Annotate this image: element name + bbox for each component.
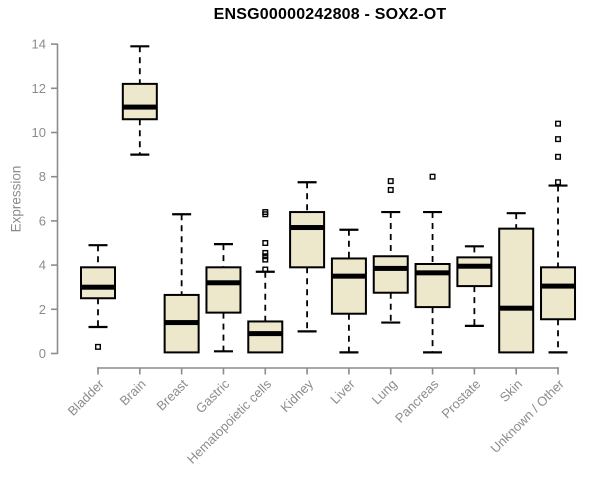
- box-breast: [163, 213, 200, 354]
- outlier-point: [387, 186, 394, 193]
- outlier-point: [555, 120, 562, 127]
- x-tick-label-brain: Brain: [117, 376, 149, 408]
- median-line: [499, 305, 534, 311]
- x-tick-label-pancreas: Pancreas: [392, 376, 442, 426]
- box-gastric: [205, 243, 242, 353]
- box-skin: [498, 212, 535, 354]
- median-line: [415, 270, 450, 276]
- outlier-point: [262, 253, 269, 260]
- iqr-box: [456, 256, 493, 288]
- outlier-point: [429, 173, 436, 180]
- iqr-box: [205, 266, 242, 314]
- iqr-box: [498, 227, 535, 354]
- outlier-point: [94, 343, 101, 350]
- box-brain: [121, 45, 158, 156]
- x-tick-label-bladder: Bladder: [65, 376, 108, 419]
- y-axis: 0 2 4 6 8 10 12 14: [32, 37, 59, 361]
- box-liver: [330, 228, 367, 354]
- iqr-box: [330, 257, 367, 315]
- box-pancreas: [414, 173, 451, 354]
- y-tick-label: 12: [32, 81, 46, 96]
- outlier-point: [262, 249, 269, 256]
- median-line: [457, 263, 492, 269]
- y-tick-label: 6: [39, 213, 46, 228]
- box-unknown-other: [540, 120, 577, 354]
- x-tick-label-gastric: Gastric: [193, 376, 233, 416]
- iqr-box: [247, 320, 284, 354]
- box-hematopoietic-cells: [247, 209, 284, 354]
- x-tick-label-skin: Skin: [497, 376, 525, 404]
- outlier-point: [262, 211, 269, 218]
- box-kidney: [289, 181, 326, 333]
- box-bladder: [80, 244, 116, 350]
- median-line: [248, 331, 283, 337]
- median-line: [122, 104, 157, 110]
- median-line: [290, 225, 325, 231]
- y-tick-label: 14: [32, 37, 46, 52]
- iqr-box: [372, 255, 409, 294]
- y-tick-label: 8: [39, 169, 46, 184]
- iqr-box: [121, 82, 158, 121]
- box-lung: [372, 178, 409, 324]
- x-tick-label-breast: Breast: [153, 376, 190, 413]
- median-line: [81, 284, 115, 290]
- y-tick-label: 4: [39, 258, 46, 273]
- outlier-point: [555, 153, 562, 160]
- x-tick-label-lung: Lung: [369, 376, 400, 407]
- median-line: [206, 280, 241, 286]
- median-line: [373, 265, 408, 271]
- chart-title: ENSG00000242808 - SOX2-OT: [213, 6, 447, 23]
- x-tick-label-liver: Liver: [327, 376, 358, 407]
- iqr-box: [80, 266, 116, 300]
- outlier-point: [555, 136, 562, 143]
- outlier-point: [262, 239, 269, 246]
- y-tick-label: 2: [39, 302, 46, 317]
- iqr-box: [289, 211, 326, 269]
- x-tick-label-unknown-other: Unknown / Other: [487, 376, 567, 456]
- outlier-point: [262, 256, 269, 263]
- outlier-point: [262, 266, 269, 273]
- x-tick-label-kidney: Kidney: [277, 376, 316, 415]
- median-line: [331, 273, 366, 279]
- x-tick-label-prostate: Prostate: [438, 376, 483, 421]
- median-line: [541, 283, 576, 289]
- median-line: [164, 320, 199, 326]
- outlier-point: [555, 179, 562, 186]
- y-tick-label: 0: [39, 346, 46, 361]
- box-prostate: [456, 245, 493, 327]
- outlier-point: [387, 178, 394, 185]
- y-tick-label: 10: [32, 125, 46, 140]
- iqr-box: [540, 266, 577, 321]
